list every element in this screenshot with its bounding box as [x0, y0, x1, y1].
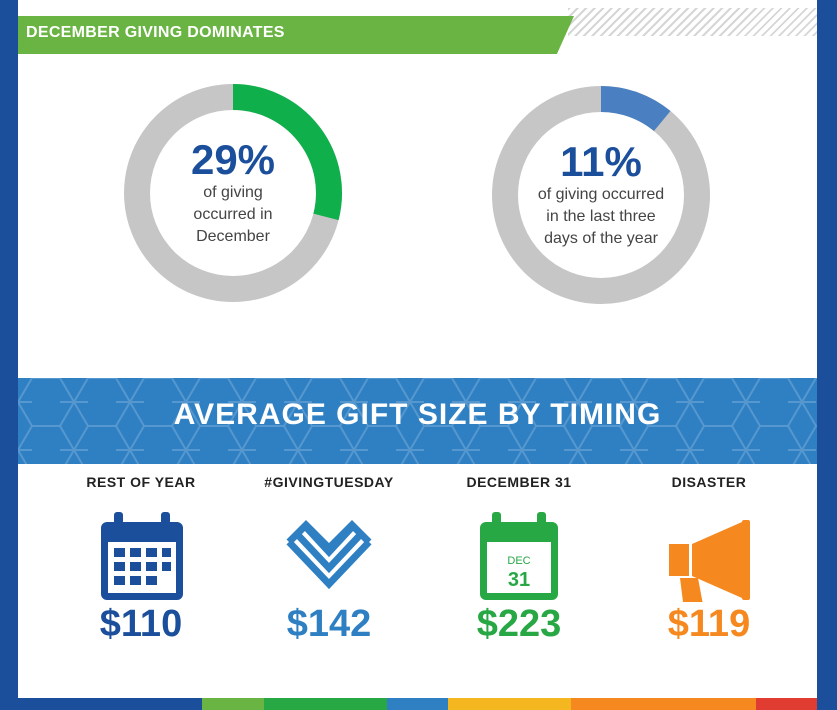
- gift-column-disaster: DISASTER $119: [614, 470, 804, 646]
- caption-line: days of the year: [544, 230, 658, 247]
- last-three-days-donut: 11% of giving occurred in the last three…: [488, 82, 714, 308]
- caption-line: December: [196, 228, 270, 245]
- givingtuesday-heart-icon: [234, 492, 424, 602]
- band-title: AVERAGE GIFT SIZE BY TIMING: [173, 398, 662, 431]
- donut-chart-1: [124, 84, 342, 302]
- gift-size-band: AVERAGE GIFT SIZE BY TIMING: [18, 378, 817, 464]
- gift-amount: $119: [667, 603, 751, 645]
- hex-pattern: [18, 378, 817, 464]
- caption-line: in the last three: [546, 208, 656, 225]
- footer-stripe-segment: [755, 698, 817, 710]
- gift-amount: $142: [286, 603, 372, 645]
- donut-chart-2: [492, 86, 710, 304]
- section-banner: [18, 16, 574, 54]
- footer-stripe-segment: [202, 698, 264, 710]
- donut-arc: [232, 84, 342, 221]
- gift-column-december-31: DECEMBER 31 DEC 31 $223: [424, 470, 614, 646]
- caption-line: of giving occurred: [537, 186, 665, 203]
- gift-column-rest-of-year: REST OF YEAR $110: [46, 470, 236, 646]
- percent-value: 11%: [560, 138, 642, 185]
- caption-line: occurred in: [193, 206, 273, 223]
- gift-label: DISASTER: [671, 474, 747, 490]
- footer-color-stripe: [18, 698, 817, 710]
- footer-stripe-segment: [386, 698, 449, 710]
- footer-stripe-segment: [18, 698, 203, 710]
- percent-value: 29%: [190, 136, 276, 183]
- calendar-icon: [46, 492, 236, 602]
- gift-amount: $110: [99, 603, 183, 645]
- gift-label: DECEMBER 31: [466, 474, 572, 490]
- footer-stripe-segment: [448, 698, 572, 710]
- hatch-decoration: [568, 8, 817, 36]
- infographic-panel: DECEMBER GIVING DOMINATES 29% of giving …: [18, 0, 817, 710]
- gift-amount: $223: [476, 603, 562, 645]
- calendar-day: 31: [508, 569, 530, 591]
- calendar-month: DEC: [507, 555, 530, 567]
- gift-column-givingtuesday: #GIVINGTUESDAY $142: [234, 470, 424, 646]
- section-title: DECEMBER GIVING DOMINATES: [26, 24, 285, 41]
- footer-stripe-segment: [571, 698, 756, 710]
- megaphone-icon: [614, 492, 804, 610]
- caption-line: of giving: [203, 184, 263, 201]
- december-giving-donut: 29% of giving occurred in December: [120, 80, 346, 306]
- gift-label: REST OF YEAR: [86, 474, 196, 490]
- donut-arc: [600, 86, 671, 132]
- footer-stripe-segment: [263, 698, 387, 710]
- calendar-dec-31-icon: DEC 31: [424, 492, 614, 602]
- gift-label: #GIVINGTUESDAY: [264, 474, 394, 490]
